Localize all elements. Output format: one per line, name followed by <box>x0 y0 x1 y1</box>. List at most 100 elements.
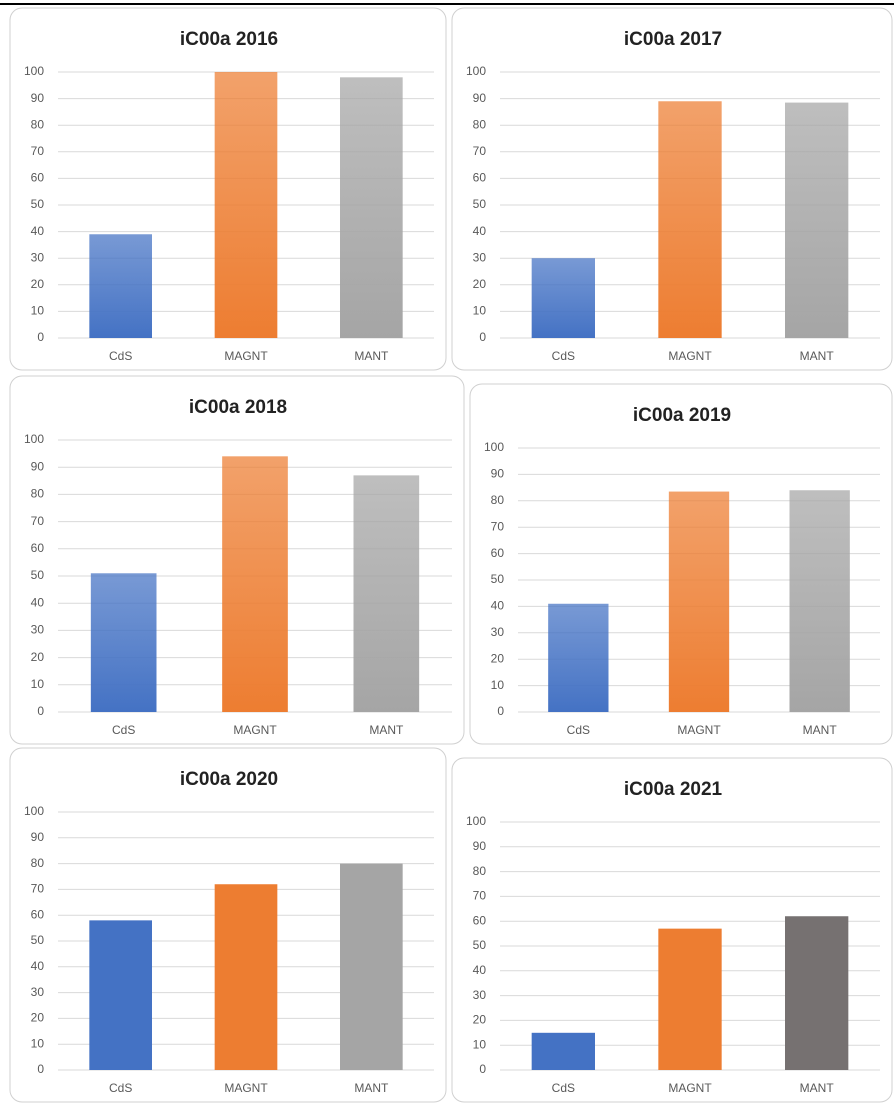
y-tick-label: 100 <box>466 64 486 78</box>
bar <box>89 234 152 338</box>
chart-panel: iC00a 2017 0 10 20 30 40 50 60 70 80 90 100 CdS MAGNT… <box>451 7 893 371</box>
bar <box>785 102 849 338</box>
bar <box>340 863 403 1070</box>
y-tick-label: 50 <box>31 933 45 947</box>
y-tick-label: 90 <box>31 830 45 844</box>
x-tick-label: MAGNT <box>233 723 277 737</box>
y-tick-label: 70 <box>31 514 45 528</box>
y-tick-label: 80 <box>31 487 45 501</box>
bar <box>548 603 609 712</box>
y-tick-label: 10 <box>31 1036 45 1050</box>
y-tick-label: 70 <box>473 144 487 158</box>
y-tick-label: 20 <box>473 1013 487 1027</box>
chart-title: iC00a 2018 <box>189 397 287 418</box>
y-tick-label: 40 <box>473 224 487 238</box>
x-tick-label: MAGNT <box>668 1081 712 1095</box>
x-tick-label: MANT <box>354 1081 389 1095</box>
bar <box>785 916 849 1070</box>
chart-title: iC00a 2017 <box>624 29 722 50</box>
chart-panel: iC00a 2021 0 10 20 30 40 50 60 70 80 90 100 CdS MAGNT… <box>451 757 893 1103</box>
y-tick-label: 20 <box>31 277 45 291</box>
chart-title: iC00a 2016 <box>180 29 278 50</box>
bar <box>531 1032 595 1070</box>
y-tick-label: 0 <box>37 704 44 718</box>
bar <box>668 491 730 712</box>
y-tick-label: 10 <box>491 678 505 692</box>
x-tick-label: CdS <box>109 1081 132 1095</box>
y-tick-label: 90 <box>491 467 505 481</box>
chart-panel: iC00a 2020 0 10 20 30 40 50 60 70 80 90 100 CdS MAGNT… <box>9 747 447 1103</box>
y-tick-label: 100 <box>24 804 44 818</box>
y-tick-label: 70 <box>31 882 45 896</box>
y-tick-label: 0 <box>479 330 486 344</box>
y-tick-label: 50 <box>473 938 487 952</box>
y-tick-label: 50 <box>31 197 45 211</box>
y-tick-label: 60 <box>473 913 487 927</box>
y-tick-label: 100 <box>24 64 44 78</box>
y-tick-label: 80 <box>473 117 487 131</box>
y-tick-label: 0 <box>37 1062 44 1076</box>
bar <box>789 490 850 712</box>
x-tick-label: MANT <box>369 723 404 737</box>
chart-panel: iC00a 2018 0 10 20 30 40 50 60 70 80 90 100 CdS MAGNT… <box>9 375 465 745</box>
y-tick-label: 90 <box>31 459 45 473</box>
x-tick-label: MAGNT <box>677 723 721 737</box>
y-tick-label: 50 <box>31 568 45 582</box>
x-tick-label: MANT <box>803 723 838 737</box>
chart-title: iC00a 2020 <box>180 769 278 790</box>
x-tick-label: MANT <box>800 349 835 363</box>
x-tick-label: MANT <box>800 1081 835 1095</box>
bar <box>89 920 152 1070</box>
chart-panel: iC00a 2019 0 10 20 30 40 50 60 70 80 90 100 CdS MAGNT… <box>469 383 893 745</box>
y-tick-label: 30 <box>473 988 487 1002</box>
x-tick-label: MAGNT <box>224 349 268 363</box>
y-tick-label: 20 <box>31 1011 45 1025</box>
bar <box>222 456 288 712</box>
y-tick-label: 10 <box>31 304 45 318</box>
y-tick-label: 10 <box>473 304 487 318</box>
y-tick-label: 30 <box>491 625 505 639</box>
y-tick-label: 50 <box>491 572 505 586</box>
bar <box>658 928 722 1070</box>
y-tick-label: 100 <box>466 814 486 828</box>
y-tick-label: 40 <box>491 599 505 613</box>
y-tick-label: 40 <box>31 224 45 238</box>
y-tick-label: 70 <box>473 889 487 903</box>
y-tick-label: 80 <box>31 856 45 870</box>
y-tick-label: 60 <box>31 541 45 555</box>
x-tick-label: CdS <box>552 349 575 363</box>
x-tick-label: CdS <box>552 1081 575 1095</box>
y-tick-label: 60 <box>491 546 505 560</box>
y-tick-label: 90 <box>31 91 45 105</box>
x-tick-label: MAGNT <box>668 349 712 363</box>
bar <box>531 258 595 338</box>
y-tick-label: 60 <box>473 171 487 185</box>
y-tick-label: 30 <box>473 250 487 264</box>
y-tick-label: 70 <box>491 519 505 533</box>
y-tick-label: 60 <box>31 171 45 185</box>
bar <box>90 573 157 712</box>
y-tick-label: 80 <box>473 864 487 878</box>
y-tick-label: 60 <box>31 907 45 921</box>
x-tick-label: CdS <box>112 723 135 737</box>
x-tick-label: MANT <box>354 349 389 363</box>
y-tick-label: 100 <box>24 432 44 446</box>
x-tick-label: MAGNT <box>224 1081 268 1095</box>
bar <box>214 72 278 338</box>
y-tick-label: 80 <box>491 493 505 507</box>
y-tick-label: 70 <box>31 144 45 158</box>
y-tick-label: 30 <box>31 250 45 264</box>
y-tick-label: 40 <box>473 963 487 977</box>
chart-title: iC00a 2021 <box>624 779 723 800</box>
y-tick-label: 0 <box>37 330 44 344</box>
bar <box>658 101 722 338</box>
bar <box>340 77 403 338</box>
y-tick-label: 40 <box>31 959 45 973</box>
y-tick-label: 10 <box>31 677 45 691</box>
y-tick-label: 40 <box>31 595 45 609</box>
y-tick-label: 20 <box>31 650 45 664</box>
chart-title: iC00a 2019 <box>633 405 731 426</box>
y-tick-label: 0 <box>479 1062 486 1076</box>
y-tick-label: 100 <box>484 440 504 454</box>
